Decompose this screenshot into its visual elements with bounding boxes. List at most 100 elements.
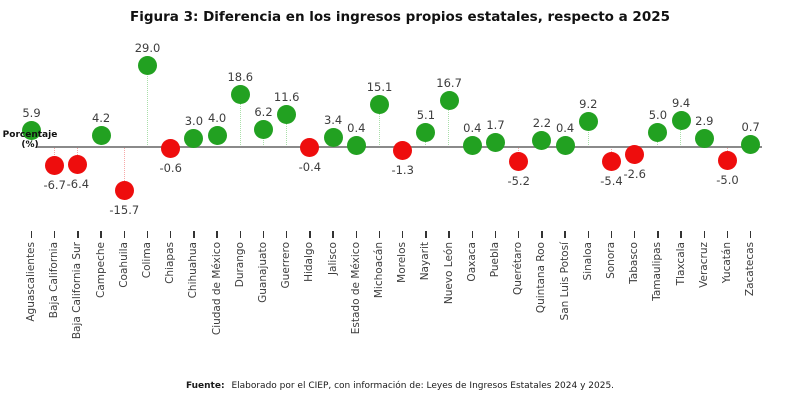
x-category-label: Chiapas: [164, 242, 177, 284]
data-point: [486, 132, 505, 152]
data-point: [648, 123, 668, 143]
value-label: -5.0: [716, 173, 739, 188]
value-label: 0.4: [555, 121, 575, 136]
x-tick: [285, 231, 288, 238]
value-label: -6.7: [43, 177, 66, 192]
data-point: [254, 120, 273, 139]
x-category-label: Coahuila: [117, 242, 130, 288]
y-axis-label-line1: Porcentaje: [2, 130, 58, 140]
value-label: 0.4: [347, 121, 366, 136]
data-point: [184, 128, 204, 148]
lollipop-stem: [378, 104, 380, 147]
x-category-label: Michoacán: [373, 242, 385, 299]
value-label: -15.7: [109, 203, 140, 218]
value-label: -1.3: [391, 162, 414, 177]
value-label: 1.7: [486, 117, 505, 132]
data-point: [416, 123, 436, 143]
value-label: 6.2: [254, 105, 273, 119]
data-point: [22, 120, 41, 140]
lollipop-stem: [587, 121, 589, 147]
value-label: 18.6: [227, 70, 254, 85]
data-point: [509, 151, 529, 171]
x-category-label: Estado de México: [349, 242, 362, 335]
x-tick: [30, 231, 33, 238]
value-label: 5.1: [416, 108, 436, 123]
data-point: [602, 152, 621, 172]
value-label: 2.9: [695, 114, 714, 129]
value-label: 9.2: [579, 96, 598, 111]
data-point: [91, 125, 111, 145]
x-tick: [262, 231, 265, 238]
data-point: [138, 56, 157, 76]
value-label: 3.4: [323, 112, 343, 127]
data-point: [439, 90, 459, 110]
x-category-label: Oaxaca: [465, 242, 478, 282]
value-label: 15.1: [366, 80, 393, 95]
data-point: [393, 140, 413, 160]
x-tick: [239, 231, 242, 238]
x-tick: [355, 231, 358, 238]
x-tick: [425, 231, 427, 238]
value-label: -5.2: [507, 173, 530, 188]
lollipop-stem: [123, 146, 125, 191]
data-point: [230, 85, 250, 105]
data-point: [45, 155, 65, 175]
x-category-label: Chihuahua: [187, 242, 200, 299]
data-point: [532, 131, 552, 151]
value-label: -0.6: [159, 160, 182, 175]
x-tick: [587, 231, 590, 238]
data-point: [462, 136, 482, 156]
lollipop-stem: [448, 100, 450, 147]
data-point: [555, 136, 575, 156]
x-category-label: Zacatecas: [744, 242, 757, 297]
x-tick: [100, 231, 102, 238]
lollipop-stem: [146, 65, 148, 147]
value-label: -0.4: [298, 160, 322, 175]
x-tick: [53, 231, 56, 238]
x-category-label: Hidalgo: [303, 242, 316, 282]
x-category-label: Tlaxcala: [674, 242, 687, 286]
x-category-label: Colima: [141, 242, 153, 279]
chart-title: Figura 3: Diferencia en los ingresos pro…: [129, 9, 671, 25]
data-point: [578, 111, 598, 131]
value-label: 11.6: [273, 89, 300, 104]
x-tick: [680, 231, 682, 238]
value-label: -6.4: [66, 177, 90, 192]
x-category-label: Querétaro: [512, 242, 525, 295]
x-category-label: Quintana Roo: [535, 242, 548, 314]
source-note-text: Elaborado por el CIEP, con información d…: [231, 381, 615, 391]
x-tick: [517, 231, 520, 238]
value-label: 4.0: [207, 111, 227, 126]
x-category-label: Guerrero: [280, 242, 293, 289]
x-category-label: Sinaloa: [581, 242, 594, 281]
value-label: 16.7: [436, 75, 462, 90]
data-point: [671, 111, 691, 131]
x-tick: [494, 231, 497, 238]
x-tick: [633, 231, 636, 238]
value-label: 5.9: [22, 105, 41, 120]
x-tick: [541, 231, 543, 238]
x-tick: [401, 231, 404, 238]
x-category-label: Nayarit: [419, 242, 432, 281]
x-category-label: Aguascalientes: [25, 242, 37, 322]
y-axis-label-line2: (%): [21, 139, 39, 150]
lollipop-stem: [239, 94, 241, 147]
x-category-label: Nuevo León: [442, 242, 455, 305]
x-category-label: Tamaulipas: [651, 242, 664, 301]
value-label: 9.4: [671, 96, 691, 111]
x-tick: [726, 231, 729, 238]
x-tick: [146, 231, 149, 238]
source-note-label: Fuente:: [185, 381, 225, 391]
x-category-label: Campeche: [94, 242, 107, 299]
x-tick: [169, 231, 172, 238]
x-tick: [564, 231, 566, 238]
x-category-label: Morelos: [396, 242, 409, 283]
lollipop-stem: [285, 114, 287, 147]
value-label: 0.7: [741, 120, 760, 135]
x-tick: [448, 231, 450, 238]
x-tick: [657, 231, 659, 238]
value-label: 3.0: [184, 113, 204, 128]
data-point: [694, 129, 714, 149]
x-tick: [378, 231, 381, 238]
